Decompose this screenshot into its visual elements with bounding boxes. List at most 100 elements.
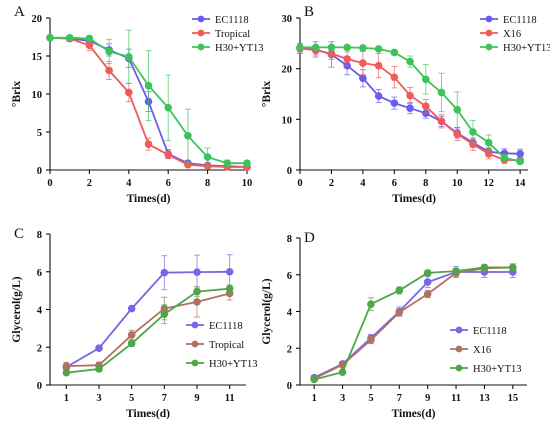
legend-marker [485, 43, 493, 51]
x-tick-label: 11 [225, 393, 235, 404]
y-tick-label: 0 [287, 166, 292, 177]
y-tick-label: 0 [37, 166, 42, 177]
legend-item: H30+YT13 [186, 359, 258, 370]
legend-marker [197, 29, 205, 37]
data-point [184, 132, 192, 140]
legend-marker [191, 359, 199, 367]
data-point [311, 43, 320, 52]
legend-label: EC1118 [503, 15, 537, 26]
data-point [164, 103, 173, 112]
x-tick-label: 3 [96, 393, 101, 404]
x-tick-label: 7 [162, 393, 167, 404]
data-point [296, 43, 304, 52]
data-point [127, 331, 136, 339]
legend-marker [455, 345, 463, 353]
legend-marker [197, 43, 205, 51]
x-axis-title: Times(d) [392, 408, 436, 420]
series-2 [46, 29, 251, 167]
series-2 [62, 284, 234, 377]
y-tick-label: 20 [282, 65, 293, 76]
data-point [338, 368, 347, 376]
data-point [243, 159, 251, 167]
legend-marker [485, 29, 493, 37]
x-tick-label: 2 [87, 178, 92, 189]
y-tick-label: 0 [287, 381, 292, 392]
x-axis-title: Times(d) [392, 193, 436, 205]
data-point [453, 130, 462, 138]
data-point [406, 57, 414, 66]
legend-label: H30+YT13 [473, 364, 522, 375]
y-tick-label: 0 [37, 381, 42, 392]
legend-label: EC1118 [209, 321, 243, 332]
data-point [62, 362, 71, 370]
x-tick-label: 12 [483, 178, 494, 189]
x-tick-label: 14 [515, 178, 526, 189]
data-point [374, 45, 383, 53]
legend-label: H30+YT13 [503, 43, 550, 54]
data-point [95, 344, 103, 352]
x-tick-label: 5 [129, 393, 134, 404]
series-line [66, 287, 230, 374]
x-axis-title: Times(d) [127, 193, 171, 205]
series-line [65, 270, 230, 368]
legend-marker [455, 364, 463, 372]
y-tick-label: 20 [32, 14, 43, 25]
series-0 [62, 254, 234, 371]
data-point [374, 92, 383, 100]
y-axis-title: Glycerol(g/L) [11, 276, 23, 342]
legend-label: Tropical [209, 340, 244, 351]
y-tick-label: 2 [37, 343, 42, 354]
x-tick-label: 4 [360, 178, 366, 189]
data-point [423, 290, 432, 298]
y-tick-label: 6 [37, 268, 42, 279]
data-point [374, 61, 383, 70]
data-point [359, 44, 367, 52]
data-point [423, 269, 432, 277]
panel-label: C [14, 226, 24, 242]
data-point [160, 268, 169, 277]
data-point [203, 153, 212, 161]
panel-label: A [14, 4, 25, 20]
data-point [359, 74, 367, 83]
legend-item: EC1118 [450, 326, 507, 337]
data-point [437, 88, 446, 97]
legend-label: EC1118 [215, 15, 249, 26]
legend-label: X16 [473, 345, 491, 356]
series-line [313, 266, 513, 381]
legend-item: H30+YT13 [480, 43, 550, 54]
x-tick-label: 1 [64, 393, 69, 404]
legend-marker [191, 340, 199, 348]
y-tick-label: 4 [287, 308, 293, 319]
x-tick-label: 6 [392, 178, 397, 189]
panel-label: D [304, 230, 315, 246]
panel-c: C 1 3 5 7 9 11 0 2 4 6 8 Times(d) Glycerol(g/L) EC1118… [11, 226, 258, 420]
data-point [85, 41, 94, 50]
x-tick-label: 9 [425, 393, 430, 404]
data-point [144, 140, 153, 148]
data-point [395, 286, 404, 295]
legend-item: EC1118 [480, 15, 537, 26]
panel-a: A 0 2 4 6 8 10 0 5 10 15 20 Times(d) °Brix EC1118 Tropi… [11, 4, 264, 205]
y-axis-title: °Brix [11, 81, 23, 108]
x-tick-label: 9 [194, 393, 199, 404]
data-point [484, 138, 493, 147]
data-point [480, 263, 489, 272]
y-tick-label: 30 [282, 14, 293, 25]
data-point [516, 149, 524, 158]
data-point [125, 88, 133, 97]
legend-item: EC1118 [186, 321, 243, 332]
x-tick-label: 8 [205, 178, 210, 189]
data-point [164, 151, 173, 159]
legend-item: EC1118 [192, 15, 249, 26]
data-point [343, 55, 351, 63]
data-point [127, 304, 136, 313]
legend-item: Tropical [186, 340, 244, 351]
series-line [66, 292, 230, 367]
data-point [105, 47, 113, 56]
data-point [125, 52, 133, 61]
data-point [423, 278, 432, 286]
legend-label: X16 [503, 29, 521, 40]
y-tick-label: 15 [32, 52, 43, 63]
y-axis-title: °Brix [261, 81, 273, 108]
